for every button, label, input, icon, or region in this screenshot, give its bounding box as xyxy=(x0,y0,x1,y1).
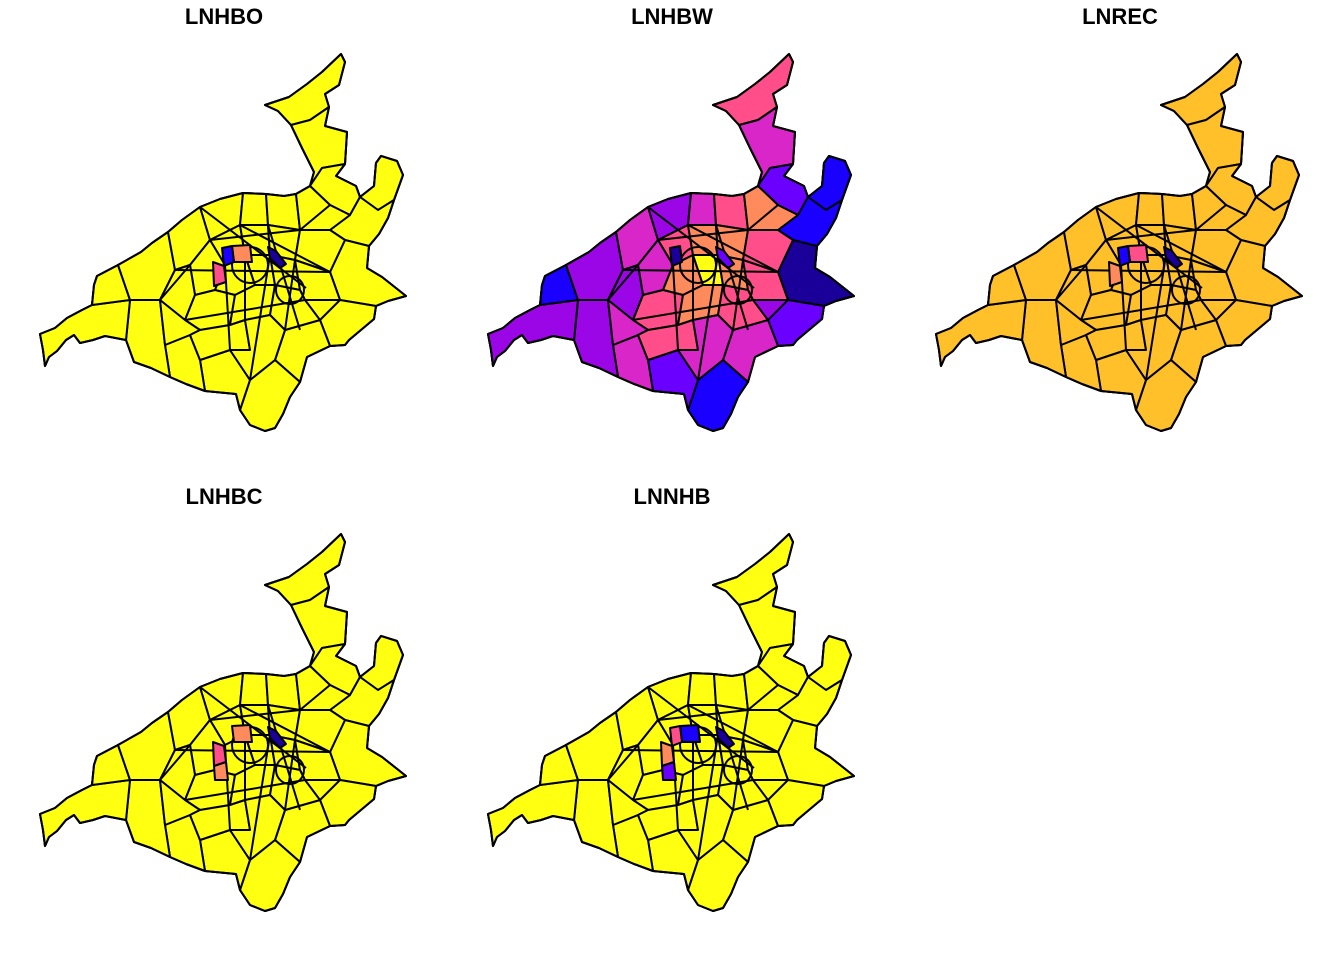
map-area-w1 xyxy=(39,779,131,847)
map-boundary-line xyxy=(1195,204,1227,231)
map-area-highlight xyxy=(1127,244,1149,263)
map-boundary-line xyxy=(679,246,717,284)
region-border xyxy=(487,533,855,912)
map-boundary-line xyxy=(275,755,305,785)
map-boundary-line xyxy=(239,224,331,273)
map-boundary-line xyxy=(159,744,191,781)
map-area-n2 xyxy=(239,192,269,226)
map-area-c16 xyxy=(677,794,734,861)
map-area-highlight xyxy=(669,245,683,267)
map-boundary-line xyxy=(174,749,331,753)
map-boundary-line xyxy=(1135,224,1227,273)
map-boundary-line xyxy=(723,275,753,305)
map-boundary-line xyxy=(697,254,719,381)
map-area-c16 xyxy=(229,314,286,381)
map-boundary-line xyxy=(607,264,639,301)
map-area-n2 xyxy=(1135,192,1165,226)
map-area-w1 xyxy=(935,299,1027,367)
choropleth-map xyxy=(487,53,855,432)
panel-title: LNHBW xyxy=(631,4,713,29)
map-boundary-line xyxy=(732,739,744,811)
map-boundary-line xyxy=(747,684,779,711)
choropleth-map xyxy=(39,53,407,432)
map-area-highlight xyxy=(661,761,677,781)
map-boundary-line xyxy=(284,739,296,811)
map-area-w1 xyxy=(487,779,579,847)
region-border xyxy=(39,533,407,912)
map-panel-lnhbc: LNHBC xyxy=(0,480,448,960)
map-boundary-line xyxy=(1145,254,1167,381)
panel-title: LNNHB xyxy=(633,484,711,509)
map-boundary-line xyxy=(607,744,639,781)
map-boundary-line xyxy=(1171,275,1201,305)
map-area-highlight xyxy=(267,246,287,269)
map-panel-lnhbo: LNHBO xyxy=(0,0,448,480)
map-boundary-line xyxy=(672,264,679,351)
map-boundary-line xyxy=(723,755,753,785)
map-area-n2 xyxy=(239,672,269,706)
region-border xyxy=(935,53,1303,432)
map-boundary-line xyxy=(687,704,779,753)
map-boundary-line xyxy=(747,204,779,231)
map-boundary-line xyxy=(239,704,331,753)
map-area-highlight xyxy=(715,246,735,269)
map-area-highlight xyxy=(1117,245,1131,267)
map-boundary-line xyxy=(687,224,779,273)
map-boundary-line xyxy=(697,734,719,861)
map-area-highlight xyxy=(221,245,235,267)
map-area-highlight xyxy=(267,726,287,749)
map-boundary-line xyxy=(249,254,271,381)
map-area-highlight xyxy=(1163,246,1183,269)
map-boundary-line xyxy=(622,269,779,273)
map-area-highlight xyxy=(231,724,253,743)
map-area-c16 xyxy=(1125,314,1182,381)
map-area-highlight xyxy=(1108,261,1123,287)
map-boundary-line xyxy=(1180,259,1192,331)
panel-title: LNHBO xyxy=(184,4,264,29)
region-border xyxy=(487,53,855,432)
map-area-highlight xyxy=(213,761,229,781)
map-boundary-line xyxy=(732,259,744,331)
map-boundary-line xyxy=(275,275,305,305)
choropleth-map xyxy=(935,53,1303,432)
map-boundary-line xyxy=(657,229,749,241)
map-boundary-line xyxy=(657,709,749,721)
map-area-n2 xyxy=(687,192,717,226)
map-boundary-line xyxy=(299,204,331,231)
map-area-c16 xyxy=(677,314,734,381)
map-boundary-line xyxy=(209,709,301,721)
panel-title: LNREC xyxy=(1082,4,1158,29)
map-boundary-line xyxy=(1070,269,1227,273)
map-area-w1 xyxy=(487,299,579,367)
map-panel-lnhbw: LNHBW xyxy=(448,0,896,480)
map-boundary-line xyxy=(299,684,331,711)
region-border xyxy=(39,53,407,432)
panel-title: LNHBC xyxy=(185,484,263,509)
map-boundary-line xyxy=(622,749,779,753)
map-boundary-line xyxy=(209,229,301,241)
map-area-w1 xyxy=(39,299,131,367)
map-area-n2 xyxy=(687,672,717,706)
map-area-highlight xyxy=(715,726,735,749)
map-area-highlight xyxy=(212,261,227,287)
map-panel-lnrec: LNREC xyxy=(896,0,1344,480)
map-boundary-line xyxy=(1055,264,1087,301)
map-area-c16 xyxy=(229,794,286,861)
map-boundary-line xyxy=(249,734,271,861)
choropleth-map xyxy=(39,533,407,912)
map-area-highlight xyxy=(669,725,683,747)
choropleth-map xyxy=(487,533,855,912)
map-boundary-line xyxy=(159,264,191,301)
map-panel-lnnhb: LNNHB xyxy=(448,480,896,960)
map-boundary-line xyxy=(1105,229,1197,241)
map-area-highlight xyxy=(679,724,701,743)
map-area-highlight xyxy=(231,244,253,263)
map-boundary-line xyxy=(284,259,296,331)
map-boundary-line xyxy=(174,269,331,273)
